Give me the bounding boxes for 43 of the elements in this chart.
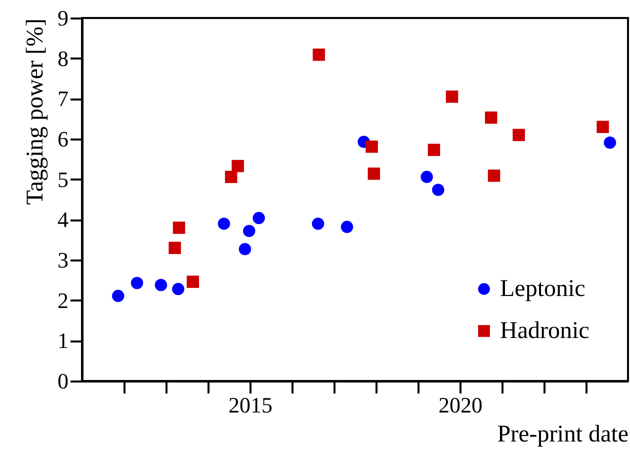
point (366, 140, 378, 153)
point (238, 243, 252, 256)
point (488, 170, 500, 182)
point (130, 276, 144, 290)
point (420, 170, 433, 184)
point (312, 218, 324, 230)
point (312, 48, 326, 61)
point (243, 224, 256, 238)
x-tick-label: 2020 (438, 392, 482, 418)
y-axis-title: Tagging power [%] (22, 18, 48, 205)
point (112, 290, 124, 302)
point (446, 90, 458, 103)
point (596, 120, 609, 134)
y-tick-label: 1 (58, 328, 68, 354)
legend-label: Hadronic (500, 318, 590, 344)
point (218, 218, 230, 230)
point (186, 276, 200, 288)
point (168, 242, 181, 254)
point (172, 282, 184, 296)
point (604, 136, 616, 149)
point (368, 168, 380, 180)
y-tick-label: 8 (58, 46, 68, 71)
y-tick-label: 4 (58, 207, 68, 232)
x-axis-title: Pre-print date (497, 422, 628, 448)
point (232, 160, 244, 172)
point (154, 278, 168, 292)
y-tick-label: 7 (58, 86, 68, 112)
point (432, 184, 444, 196)
point (172, 222, 186, 234)
y-tick-label: 5 (58, 166, 68, 192)
point (224, 170, 238, 184)
x-tick-label: 2015 (228, 392, 272, 418)
point (252, 212, 265, 224)
point (340, 220, 354, 234)
legend-label: Leptonic (500, 276, 586, 302)
y-tick-label: 2 (58, 288, 68, 313)
y-tick-label: 0 (58, 368, 68, 394)
point (512, 128, 525, 142)
y-tick-label: 9 (58, 6, 68, 30)
point (484, 112, 498, 124)
point (428, 144, 440, 156)
y-tick-label: 6 (58, 126, 68, 152)
y-tick-label: 3 (58, 248, 68, 272)
